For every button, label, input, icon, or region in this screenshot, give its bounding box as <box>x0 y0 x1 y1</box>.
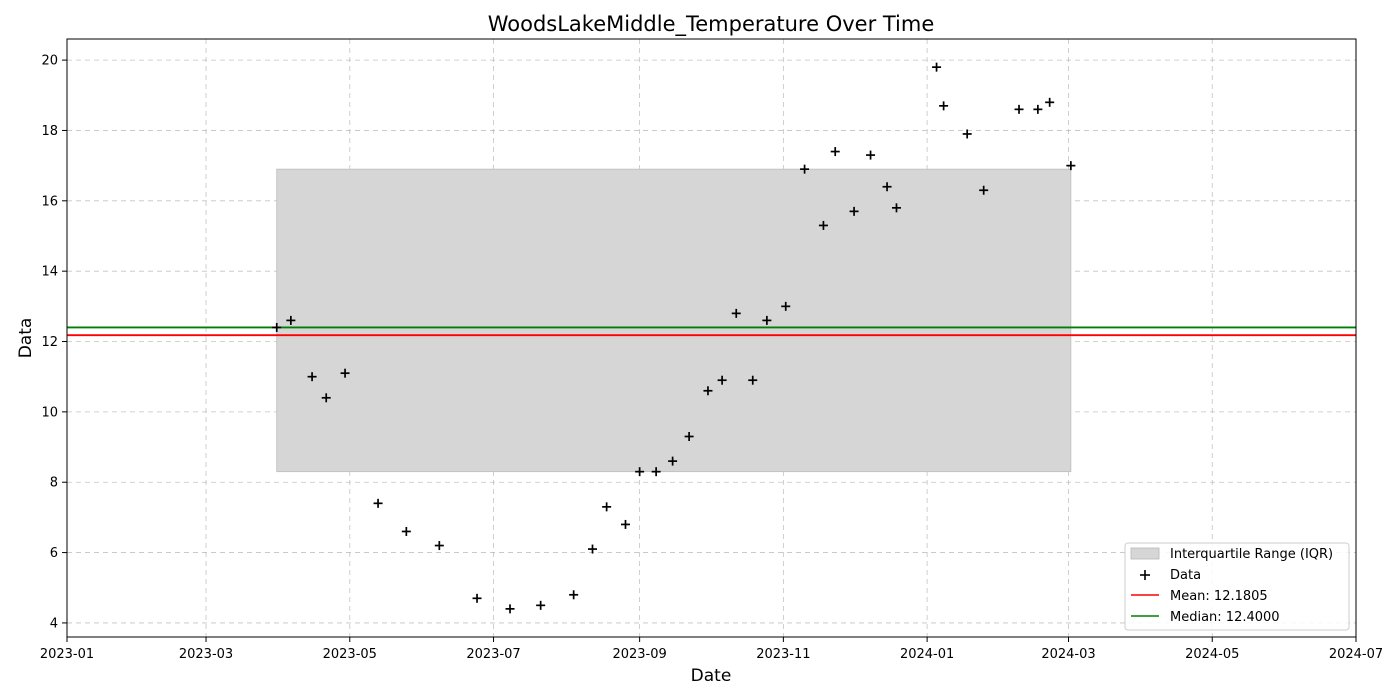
x-tick-label: 2023-09 <box>612 647 666 662</box>
data-point <box>684 431 694 441</box>
data-point <box>472 593 482 603</box>
data-point <box>340 368 350 378</box>
x-tick-label: 2023-05 <box>323 647 377 662</box>
data-point <box>1045 97 1055 107</box>
data-point <box>882 182 892 192</box>
data-point <box>939 101 949 111</box>
data-point <box>1033 104 1043 114</box>
y-tick-label: 18 <box>41 124 58 139</box>
y-tick-label: 8 <box>50 476 58 491</box>
data-point <box>536 600 546 610</box>
data-point <box>505 604 515 614</box>
x-tick-label: 2023-07 <box>466 647 520 662</box>
legend: Interquartile Range (IQR) Data Mean: 12.… <box>1124 542 1350 631</box>
x-tick-label: 2023-01 <box>40 647 94 662</box>
legend-iqr-swatch <box>1130 547 1160 560</box>
y-axis: 4 6 8 10 12 14 16 18 20 <box>41 54 67 631</box>
data-point <box>401 526 411 536</box>
data-point <box>668 456 678 466</box>
data-point <box>800 164 810 174</box>
data-point <box>373 498 383 508</box>
y-axis-label: Data <box>16 318 36 359</box>
data-point <box>781 301 791 311</box>
data-point <box>762 315 772 325</box>
data-point <box>651 467 661 477</box>
y-tick-label: 10 <box>41 405 58 420</box>
plot-frame <box>66 38 1357 638</box>
data-point <box>569 590 579 600</box>
x-tick-label: 2023-03 <box>179 647 233 662</box>
x-tick-label: 2024-03 <box>1041 647 1095 662</box>
legend-iqr-label: Interquartile Range (IQR) <box>1170 547 1333 562</box>
data-point <box>620 519 630 529</box>
y-tick-label: 4 <box>50 616 58 631</box>
data-point <box>748 375 758 385</box>
y-tick-label: 14 <box>41 265 58 280</box>
data-point <box>286 315 296 325</box>
chart-title: WoodsLakeMiddle_Temperature Over Time <box>488 12 935 37</box>
data-point <box>272 322 282 332</box>
x-tick-label: 2024-01 <box>900 647 954 662</box>
data-point <box>818 220 828 230</box>
y-tick-label: 16 <box>41 194 58 209</box>
data-point <box>1014 104 1024 114</box>
data-point <box>321 393 331 403</box>
data-point <box>849 206 859 216</box>
data-point <box>932 62 942 72</box>
data-point <box>635 467 645 477</box>
data-point <box>731 308 741 318</box>
legend-median-label: Median: 12.4000 <box>1170 610 1280 625</box>
data-point <box>891 203 901 213</box>
legend-mean-label: Mean: 12.1805 <box>1170 589 1268 604</box>
y-tick-label: 12 <box>41 335 58 350</box>
data-point <box>587 544 597 554</box>
x-axis: 2023-01 2023-03 2023-05 2023-07 2023-09 2023-… <box>40 637 1383 662</box>
data-point <box>830 147 840 157</box>
data-point <box>602 502 612 512</box>
iqr-band-layer <box>276 168 1072 473</box>
legend-box <box>1124 542 1350 631</box>
x-axis-label: Date <box>691 666 732 686</box>
data-point <box>307 372 317 382</box>
x-tick-label: 2023-11 <box>756 647 810 662</box>
data-point <box>962 129 972 139</box>
data-points <box>272 62 1076 614</box>
y-tick-label: 6 <box>50 546 58 561</box>
legend-data-label: Data <box>1170 568 1201 583</box>
iqr-band <box>276 168 1072 473</box>
x-tick-label: 2024-07 <box>1329 647 1383 662</box>
data-point <box>866 150 876 160</box>
y-tick-label: 20 <box>41 54 58 69</box>
legend-data-marker <box>1140 570 1150 580</box>
data-point <box>979 185 989 195</box>
data-point <box>434 541 444 551</box>
data-point <box>717 375 727 385</box>
data-point <box>1066 161 1076 171</box>
data-point <box>703 386 713 396</box>
x-tick-label: 2024-05 <box>1185 647 1239 662</box>
reference-lines <box>67 326 1356 337</box>
